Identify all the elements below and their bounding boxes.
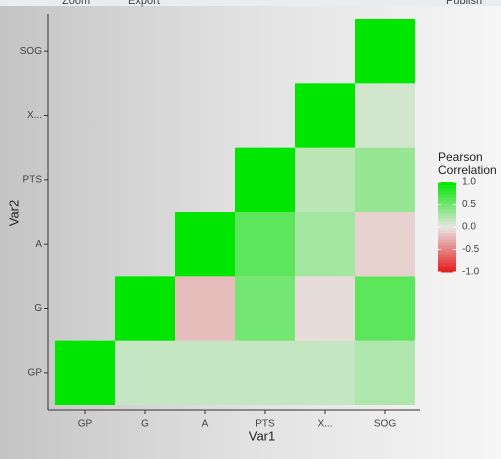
colorbar-segment — [438, 218, 456, 222]
heatmap-cell — [355, 83, 415, 148]
colorbar-segment — [438, 245, 456, 249]
heatmap-cell — [355, 276, 415, 341]
colorbar-segment — [438, 197, 456, 201]
heatmap-cell — [235, 212, 295, 277]
heatmap-cell — [55, 340, 115, 405]
heatmap-cell — [295, 276, 355, 341]
y-tick-label: G — [34, 303, 42, 314]
heatmap-cell — [295, 212, 355, 277]
colorbar-segment — [438, 194, 456, 198]
x-tick-label: GP — [78, 419, 93, 430]
colorbar-segment — [438, 224, 456, 228]
x-axis-title: Var1 — [249, 428, 276, 443]
colorbar-segment — [438, 209, 456, 213]
heatmap-cell — [355, 340, 415, 405]
legend-title: Correlation — [438, 163, 497, 177]
heatmap-cell — [115, 276, 175, 341]
heatmap-cell — [235, 276, 295, 341]
colorbar-segment — [438, 260, 456, 264]
heatmap-cell — [175, 212, 235, 277]
heatmap-cell — [115, 340, 175, 405]
colorbar-segment — [438, 251, 456, 255]
heatmap-cell — [235, 147, 295, 212]
zoom-button[interactable]: Zoom — [62, 0, 90, 7]
colorbar-segment — [438, 188, 456, 192]
colorbar-label: -1.0 — [462, 267, 480, 278]
x-tick-label: SOG — [374, 419, 396, 430]
colorbar-segment — [438, 191, 456, 195]
colorbar-segment — [438, 257, 456, 261]
colorbar-segment — [438, 239, 456, 243]
y-tick-label: GP — [28, 367, 43, 378]
heatmap-cell — [355, 212, 415, 277]
heatmap-cell — [355, 147, 415, 212]
colorbar-segment — [438, 200, 456, 204]
colorbar-segment — [438, 269, 456, 273]
colorbar-segment — [438, 248, 456, 252]
colorbar-segment — [438, 227, 456, 231]
publish-button[interactable]: Publish — [446, 0, 482, 7]
x-tick-label: PTS — [255, 419, 275, 430]
colorbar-segment — [438, 206, 456, 210]
x-tick-label: G — [141, 419, 149, 430]
y-tick-label: A — [35, 239, 42, 250]
colorbar-segment — [438, 230, 456, 234]
heatmap-cell — [295, 147, 355, 212]
colorbar-segment — [438, 236, 456, 240]
colorbar-segment — [438, 212, 456, 216]
colorbar-label: 0.5 — [462, 199, 476, 210]
heatmap-cell — [295, 83, 355, 148]
colorbar-segment — [438, 266, 456, 270]
colorbar-segment — [438, 263, 456, 267]
y-tick-label: PTS — [23, 174, 43, 185]
colorbar-segment — [438, 242, 456, 246]
colorbar-label: 1.0 — [462, 177, 476, 188]
colorbar-segment — [438, 215, 456, 219]
toolbar — [0, 0, 501, 6]
y-axis-title: Var2 — [6, 200, 21, 227]
x-tick-label: X... — [317, 419, 332, 430]
colorbar-segment — [438, 254, 456, 258]
y-tick-label: X... — [27, 110, 42, 121]
colorbar-segment — [438, 233, 456, 237]
colorbar-segment — [438, 203, 456, 207]
colorbar-label: 0.0 — [462, 222, 476, 233]
legend-title: Pearson — [438, 150, 483, 164]
heatmap-cell — [355, 19, 415, 84]
colorbar-segment — [438, 182, 456, 186]
export-button[interactable]: Export — [128, 0, 160, 7]
heatmap-cell — [295, 340, 355, 405]
heatmap-cell — [175, 340, 235, 405]
x-tick-label: A — [202, 419, 209, 430]
colorbar-segment — [438, 185, 456, 189]
heatmap-cell — [235, 340, 295, 405]
colorbar-label: -0.5 — [462, 244, 480, 255]
heatmap-cell — [175, 276, 235, 341]
y-tick-label: SOG — [20, 46, 42, 57]
colorbar-segment — [438, 221, 456, 225]
